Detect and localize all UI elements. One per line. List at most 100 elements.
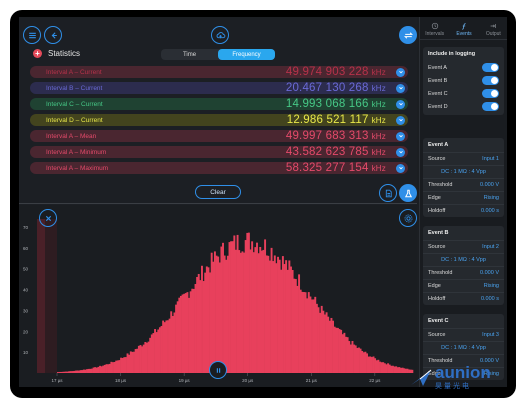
y-tick-label: 30 (23, 308, 29, 313)
toggle-event-d[interactable] (482, 102, 499, 111)
histogram-bar (209, 272, 212, 373)
histogram-plot: 70 60 50 40 30 20 10 17 µs 18 µs 19 µs 20 µs 21 µs 2… (19, 205, 417, 387)
histogram-bar (201, 265, 203, 373)
histogram-bar (277, 256, 279, 373)
add-icon[interactable]: + (33, 49, 42, 58)
histogram-bar (231, 241, 234, 373)
tab-underline (420, 39, 507, 40)
axis-shade (45, 219, 57, 373)
toggle-event-c[interactable] (482, 89, 499, 98)
histogram-bar (252, 252, 255, 373)
histogram-bar (317, 307, 320, 373)
threshold-row[interactable]: Threshold 0.000 V (423, 354, 504, 367)
histogram-bar (124, 357, 127, 373)
statistic-row[interactable]: Interval B – Current 20.467 130 268 kHz (30, 82, 408, 94)
edge-row[interactable]: Edge Rising (423, 191, 504, 204)
close-icon[interactable] (39, 209, 57, 227)
threshold-row[interactable]: Threshold 0.000 V (423, 178, 504, 191)
settings-sidebar: Intervals Events Output Include in loggi… (419, 17, 507, 387)
statistic-row[interactable]: Interval A – Current 49.974 903 228 kHz (30, 66, 408, 78)
statistic-row[interactable]: Interval D – Current 12.986 521 117 kHz (30, 114, 408, 126)
histogram-bar (233, 235, 236, 373)
tab-intervals[interactable]: Intervals (420, 19, 449, 39)
chevron-down-icon[interactable] (396, 115, 405, 125)
histogram-bar (147, 341, 150, 373)
histogram-bar (335, 327, 338, 373)
menu-icon[interactable] (23, 26, 41, 44)
cloud-upload-icon[interactable] (211, 26, 229, 44)
source-label: Source (428, 244, 446, 250)
threshold-row[interactable]: Threshold 0.000 V (423, 266, 504, 279)
histogram-bar (141, 346, 144, 373)
histogram-bar (281, 256, 284, 373)
flask-icon[interactable] (399, 184, 417, 202)
source-row[interactable]: Source Input 1 (423, 152, 504, 165)
histogram-bar (320, 305, 323, 373)
histogram-bar (192, 288, 195, 373)
toggle-event-a[interactable] (482, 63, 499, 72)
histogram-bar (204, 272, 207, 373)
chevron-down-icon[interactable] (396, 163, 405, 173)
document-icon[interactable] (379, 184, 397, 202)
histogram-bar (84, 369, 87, 373)
tab-output[interactable]: Output (479, 19, 507, 39)
edge-row[interactable]: Edge Rising (423, 279, 504, 292)
threshold-label: Threshold (428, 270, 453, 276)
chevron-down-icon[interactable] (396, 83, 405, 93)
statistics-header[interactable]: + Statistics (33, 49, 80, 58)
statistic-row[interactable]: Interval A – Mean 49.997 683 313 kHz (30, 130, 408, 142)
swap-icon[interactable] (399, 26, 417, 44)
chevron-down-icon[interactable] (396, 147, 405, 157)
segment-time[interactable]: Time (182, 51, 197, 58)
histogram-bar (107, 364, 110, 373)
coupling-row[interactable]: DC : 1 MΩ : 4 Vpp (423, 341, 504, 354)
histogram-bar (118, 360, 121, 373)
histogram-bar (126, 353, 129, 373)
histogram-bar (298, 274, 301, 373)
coupling-row[interactable]: DC : 1 MΩ : 4 Vpp (423, 165, 504, 178)
histogram-bar (186, 292, 189, 373)
pause-icon[interactable] (209, 361, 227, 379)
statistic-row[interactable]: Interval A – Maximum 58.325 277 154 kHz (30, 162, 408, 174)
chevron-down-icon[interactable] (396, 99, 405, 109)
holdoff-row[interactable]: Holdoff 0.000 s (423, 204, 504, 217)
histogram-bar (349, 344, 352, 373)
time-frequency-toggle[interactable]: Time Frequency (161, 49, 275, 60)
statistic-value: 20.467 130 268 kHz (285, 82, 386, 94)
source-row[interactable]: Source Input 3 (423, 328, 504, 341)
histogram-bar (366, 353, 368, 373)
toggle-event-b[interactable] (482, 76, 499, 85)
histogram-bar (382, 362, 385, 373)
statistic-unit: kHz (371, 132, 386, 141)
histogram-bar (184, 293, 187, 373)
chevron-down-icon[interactable] (396, 67, 405, 77)
histogram-bar (257, 253, 260, 373)
histogram-bar (181, 294, 184, 373)
event-card: Event C Source Input 3 DC : 1 MΩ : 4 Vpp Thr… (423, 314, 504, 380)
clock-icon (431, 22, 438, 29)
back-icon[interactable] (44, 26, 62, 44)
holdoff-row[interactable]: Holdoff 0.000 s (423, 292, 504, 305)
histogram-bar (379, 361, 381, 373)
segment-frequency[interactable]: Frequency (218, 49, 275, 60)
histogram-bar (391, 365, 394, 373)
edge-value: Rising (483, 371, 499, 377)
edge-row[interactable]: Edge Rising (423, 367, 504, 380)
tab-events[interactable]: Events (449, 19, 478, 39)
histogram-bar (396, 367, 399, 373)
histogram-bar (275, 263, 278, 373)
histogram-bar (332, 320, 335, 373)
statistic-unit: kHz (371, 68, 386, 77)
histogram-bar (406, 368, 409, 373)
chevron-down-icon[interactable] (396, 131, 405, 141)
histogram-bar (307, 292, 310, 373)
coupling-row[interactable]: DC : 1 MΩ : 4 Vpp (423, 253, 504, 266)
settings-icon[interactable] (399, 209, 417, 227)
clear-button[interactable]: Clear (195, 185, 241, 199)
histogram-bar (134, 349, 137, 373)
statistic-row[interactable]: Interval A – Minimum 43.582 623 785 kHz (30, 146, 408, 158)
histogram-bar (377, 359, 380, 373)
statistic-row[interactable]: Interval C – Current 14.993 068 166 kHz (30, 98, 408, 110)
statistic-label: Interval B – Current (46, 84, 103, 92)
source-row[interactable]: Source Input 2 (423, 240, 504, 253)
